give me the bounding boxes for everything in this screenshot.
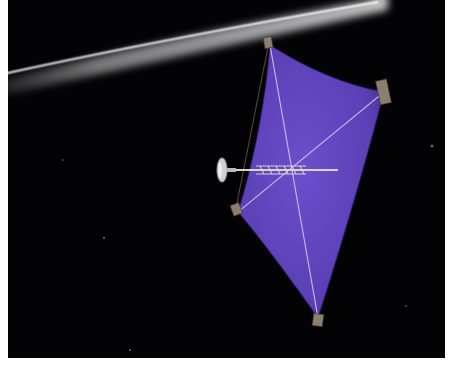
sail-rigging-back bbox=[235, 46, 269, 209]
probe-dish-icon bbox=[216, 157, 236, 183]
sail-diagonals bbox=[237, 44, 385, 319]
corner-vanes bbox=[229, 35, 392, 328]
central-boom bbox=[226, 165, 338, 175]
solar-sail-illustration bbox=[8, 0, 434, 351]
stars bbox=[62, 144, 434, 351]
space-scene bbox=[8, 0, 445, 358]
planet-rim-glow bbox=[8, 0, 388, 94]
